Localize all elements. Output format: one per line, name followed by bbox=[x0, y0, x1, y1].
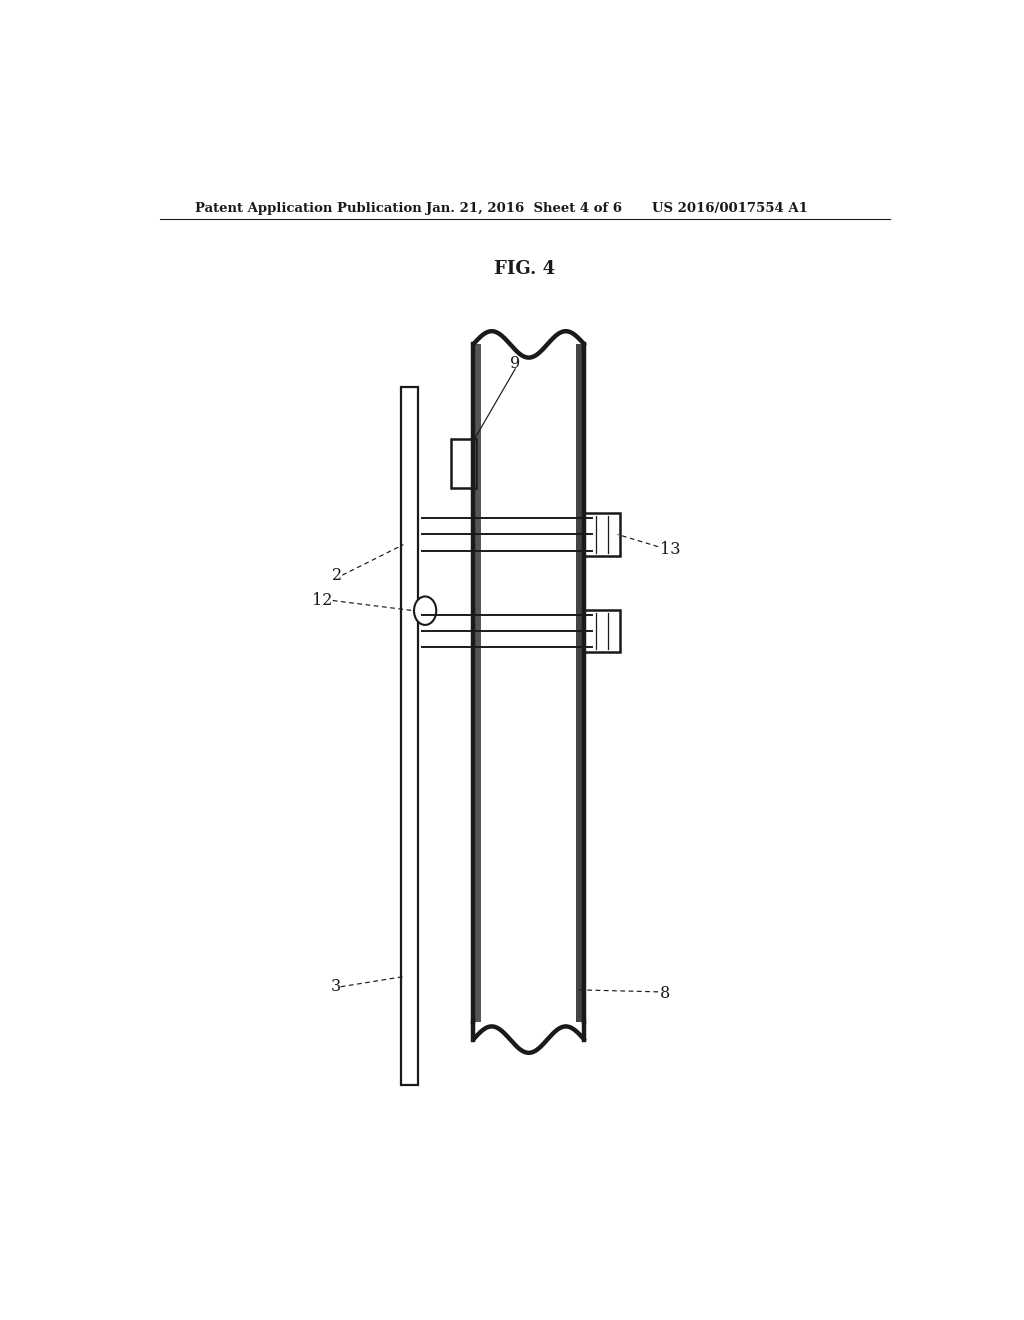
Bar bbox=[585, 610, 620, 652]
Bar bbox=[577, 345, 585, 1022]
Bar bbox=[473, 345, 481, 1022]
Text: FIG. 4: FIG. 4 bbox=[495, 260, 555, 279]
Text: 8: 8 bbox=[659, 986, 670, 1002]
Text: 2: 2 bbox=[332, 566, 342, 583]
Text: 12: 12 bbox=[312, 593, 333, 609]
Text: 13: 13 bbox=[659, 541, 680, 558]
Bar bbox=[451, 440, 476, 487]
Text: 3: 3 bbox=[331, 978, 341, 995]
Text: 9: 9 bbox=[510, 355, 520, 372]
Circle shape bbox=[414, 597, 436, 624]
Bar bbox=[585, 513, 620, 556]
Bar bbox=[401, 387, 419, 1085]
Text: US 2016/0017554 A1: US 2016/0017554 A1 bbox=[652, 202, 808, 215]
Text: Patent Application Publication: Patent Application Publication bbox=[196, 202, 422, 215]
Text: Jan. 21, 2016  Sheet 4 of 6: Jan. 21, 2016 Sheet 4 of 6 bbox=[426, 202, 622, 215]
